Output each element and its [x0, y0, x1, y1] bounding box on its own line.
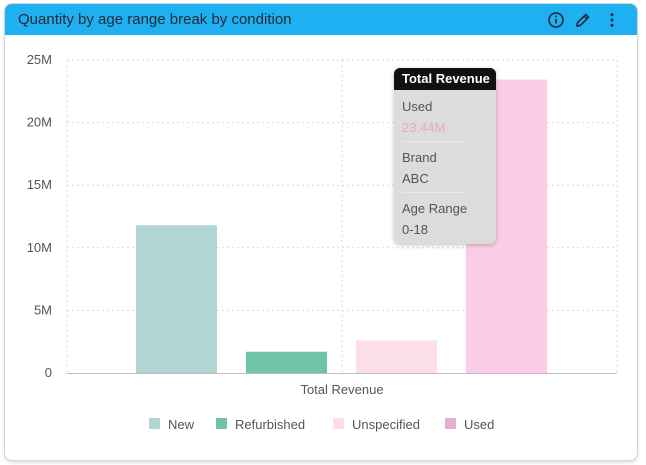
legend-label-unspecified: Unspecified [352, 417, 420, 432]
legend-label-new: New [168, 417, 195, 432]
legend-label-used: Used [464, 417, 494, 432]
bar-unspecified [356, 340, 437, 373]
legend-label-refurbished: Refurbished [235, 417, 305, 432]
more-vertical-icon[interactable] [603, 11, 621, 29]
bar-new [136, 225, 217, 373]
chart-tooltip: Total Revenue Used 23.44M Brand ABC Age … [394, 68, 496, 244]
tooltip-value-age-range: 0-18 [402, 222, 429, 237]
pencil-icon[interactable] [574, 11, 592, 29]
y-tick-label: 10M [27, 240, 52, 255]
card-header: Quantity by age range break by condition [5, 4, 637, 35]
x-tick-label: Total Revenue [300, 382, 383, 397]
legend-swatch-unspecified [333, 418, 344, 429]
y-tick-label: 0 [45, 365, 52, 380]
tooltip-label-age-range: Age Range [402, 201, 468, 216]
y-tick-label: 5M [34, 302, 52, 317]
tooltip-title: Total Revenue [394, 68, 496, 90]
tooltip-label-brand: Brand [402, 150, 437, 165]
tooltip-divider [402, 192, 464, 193]
y-tick-label: 25M [27, 52, 52, 67]
bar-refurbished [246, 351, 327, 373]
legend-swatch-new [149, 418, 160, 429]
chart-title: Quantity by age range break by condition [18, 11, 292, 28]
info-icon[interactable] [547, 11, 565, 29]
tooltip-value-series: 23.44M [402, 120, 446, 135]
y-tick-label: 20M [27, 115, 52, 130]
legend-swatch-used [445, 418, 456, 429]
tooltip-value-brand: ABC [402, 171, 429, 186]
tooltip-label-series: Used [402, 99, 433, 114]
y-tick-label: 15M [27, 177, 52, 192]
legend-swatch-refurbished [216, 418, 227, 429]
tooltip-divider [402, 141, 464, 142]
